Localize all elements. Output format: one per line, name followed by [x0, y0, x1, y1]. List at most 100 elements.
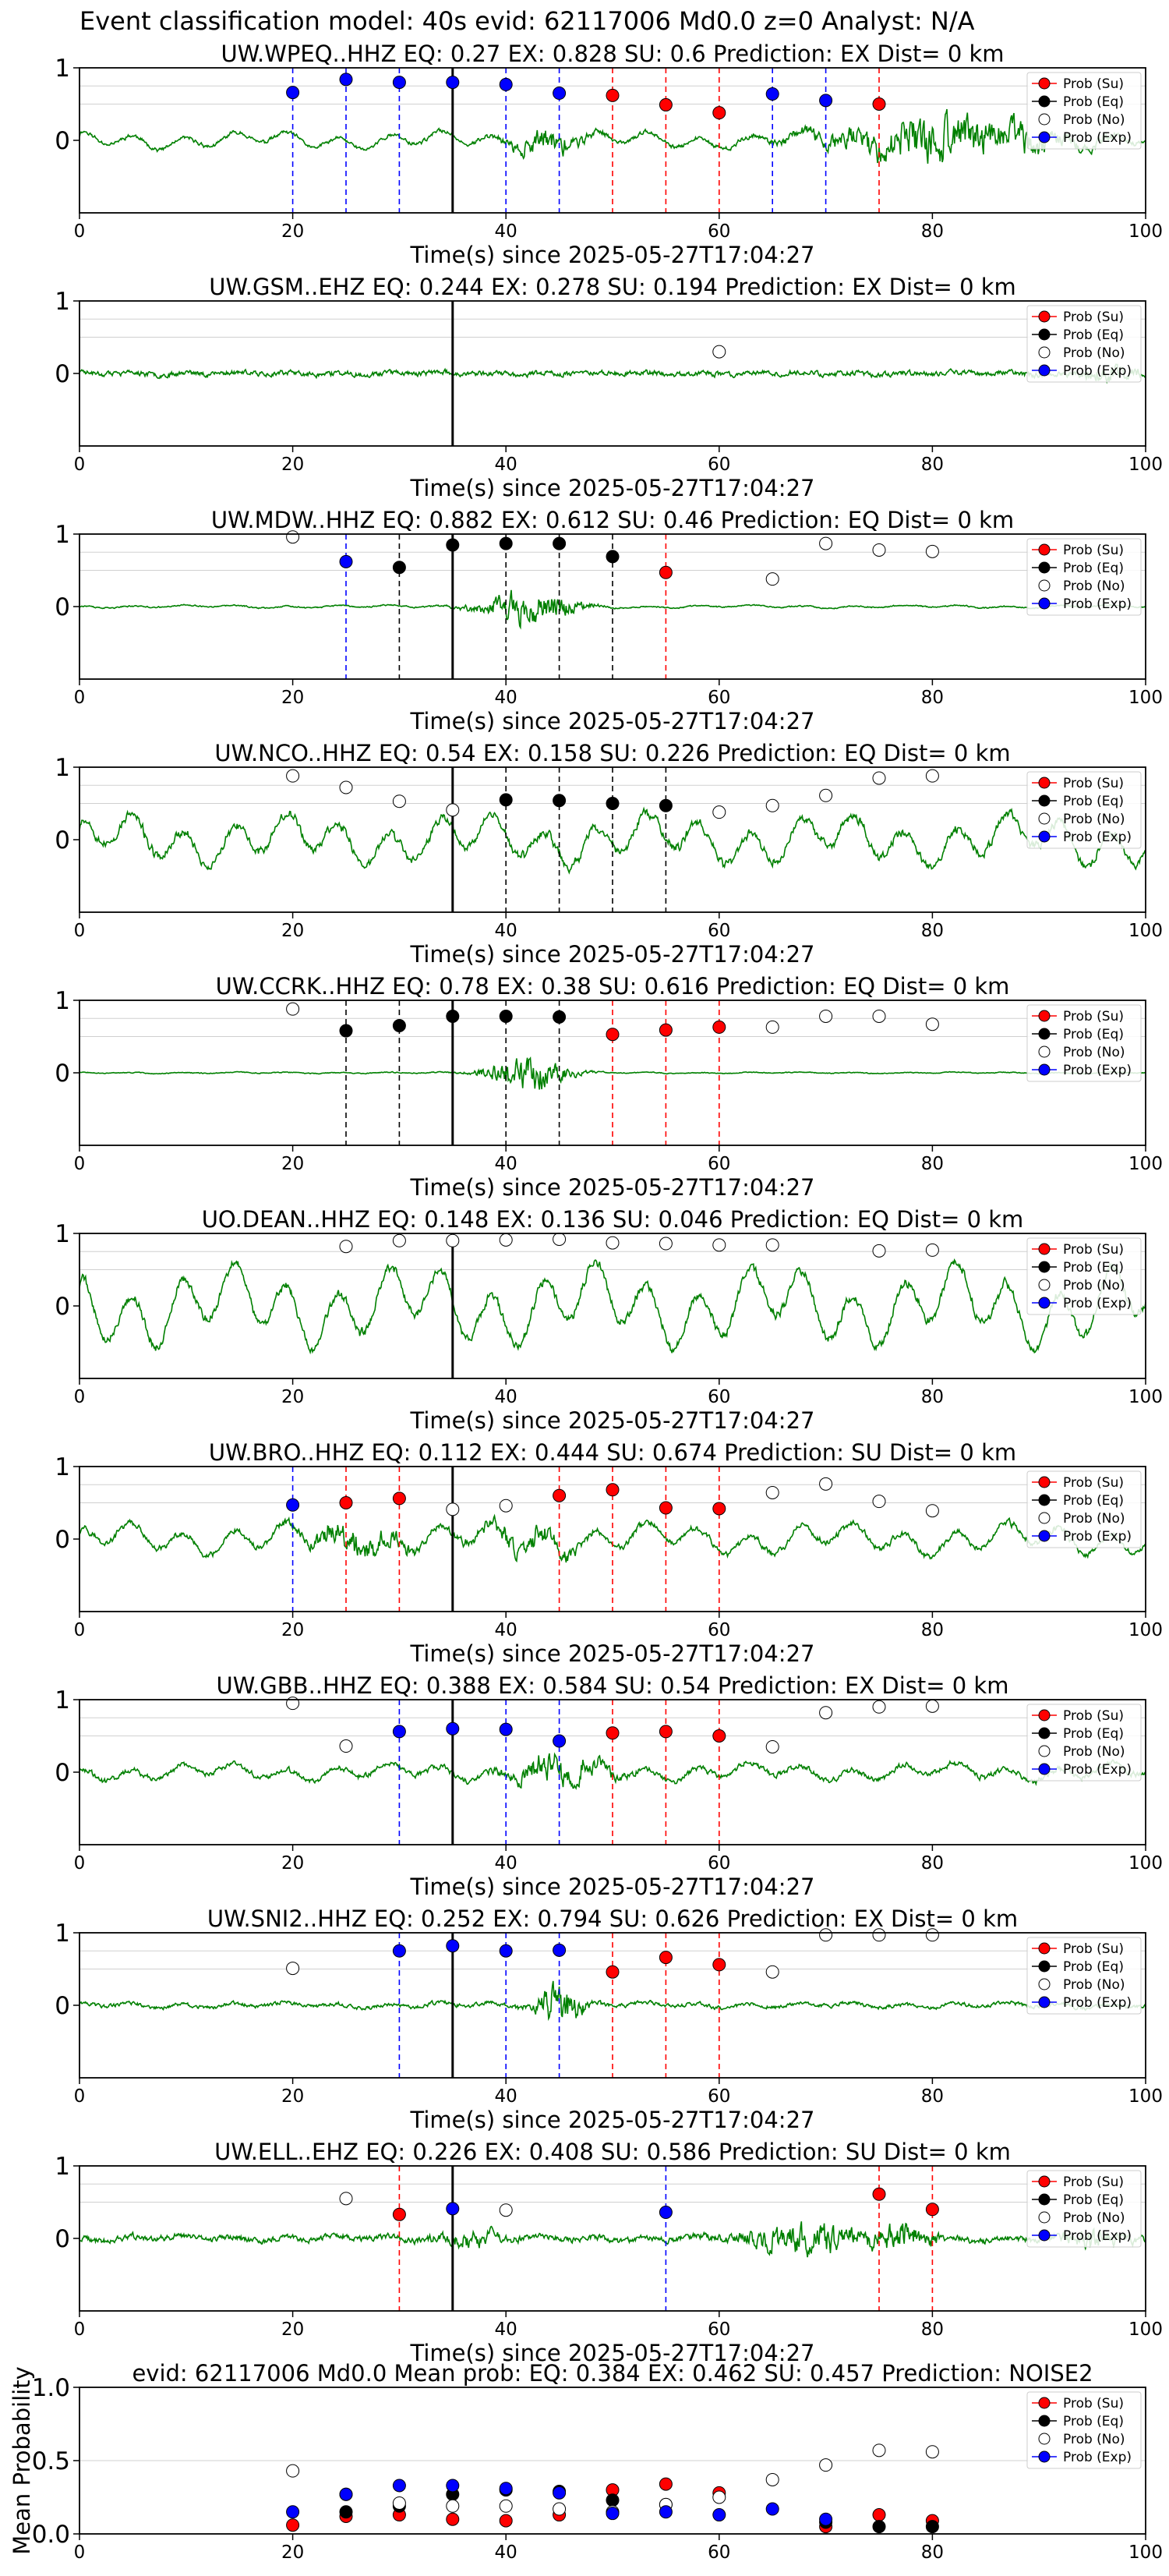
legend-marker-su	[1038, 77, 1051, 90]
prob-marker-no	[872, 1495, 886, 1509]
mean-prob-marker-exp	[286, 2505, 300, 2519]
prob-marker-no	[925, 1504, 939, 1518]
x-axis-label: Time(s) since 2025-05-27T17:04:27	[410, 2340, 815, 2366]
prob-marker-no	[925, 1017, 939, 1031]
x-tick-label: 100	[1128, 2542, 1163, 2563]
x-tick-label: 80	[921, 921, 944, 941]
subplot-title: UW.MDW..HHZ EQ: 0.882 EX: 0.612 SU: 0.46…	[211, 507, 1014, 533]
subplot-title: UW.CCRK..HHZ EQ: 0.78 EX: 0.38 SU: 0.616…	[216, 973, 1010, 1000]
x-tick-label: 100	[1128, 921, 1163, 941]
prob-marker-no	[446, 803, 460, 817]
y-tick-label: 0.0	[32, 2521, 70, 2549]
prob-marker-no	[499, 1233, 513, 1247]
y-axis-label: Mean Probability	[9, 2366, 35, 2555]
prob-marker-su	[392, 2207, 406, 2221]
prob-marker-no	[819, 1928, 833, 1942]
waveform-trace	[79, 1258, 1146, 1355]
prob-marker-exp	[446, 76, 460, 90]
prob-marker-exp	[286, 86, 300, 100]
legend-label: Prob (Eq)	[1063, 94, 1124, 110]
y-tick-label: 1	[55, 55, 70, 83]
legend-marker-exp	[1038, 830, 1051, 843]
mean-prob-marker-exp	[553, 2486, 567, 2500]
mean-prob-marker-exp	[499, 2482, 513, 2496]
prob-marker-exp	[446, 1721, 460, 1736]
legend-marker-no	[1038, 812, 1051, 825]
prob-marker-su	[925, 2203, 939, 2217]
subplot-title: UW.WPEQ..HHZ EQ: 0.27 EX: 0.828 SU: 0.6 …	[221, 41, 1004, 67]
prob-marker-no	[925, 1699, 939, 1713]
prob-marker-no	[925, 1243, 939, 1257]
waveform-trace	[79, 1056, 1146, 1090]
y-tick-label: 1	[55, 2153, 70, 2181]
prob-marker-no	[606, 1236, 620, 1250]
prob-marker-no	[392, 794, 406, 809]
prob-marker-exp	[446, 2202, 460, 2216]
mean-prob-marker-su	[446, 2512, 460, 2526]
x-tick-label: 60	[708, 1620, 730, 1640]
legend-box	[1026, 1704, 1142, 1782]
legend-box	[1026, 2170, 1142, 2248]
mean-prob-marker-no	[446, 2499, 460, 2513]
prob-marker-exp	[392, 1725, 406, 1739]
legend-label: Prob (Su)	[1063, 2174, 1124, 2190]
x-tick-label: 40	[495, 1387, 517, 1407]
prob-marker-no	[446, 1502, 460, 1516]
subplot-title: UW.GSM..EHZ EQ: 0.244 EX: 0.278 SU: 0.19…	[209, 274, 1016, 300]
x-axis-label: Time(s) since 2025-05-27T17:04:27	[410, 2107, 815, 2133]
legend-label: Prob (Su)	[1063, 1242, 1124, 1258]
y-tick-label: 1	[55, 754, 70, 782]
subplot-title: UW.SNI2..HHZ EQ: 0.252 EX: 0.794 SU: 0.6…	[207, 1905, 1018, 1932]
prob-marker-eq	[499, 793, 513, 807]
prob-marker-eq	[339, 1024, 353, 1038]
legend-label: Prob (Su)	[1063, 1475, 1124, 1491]
prob-marker-su	[712, 1502, 726, 1516]
legend-marker-no	[1038, 2433, 1051, 2445]
mean-prob-marker-exp	[712, 2508, 726, 2522]
x-tick-label: 60	[708, 1853, 730, 1874]
mean-prob-marker-no	[286, 2464, 300, 2478]
subplot-title: evid: 62117006 Md0.0 Mean prob: EQ: 0.38…	[132, 2360, 1093, 2387]
prob-marker-no	[712, 345, 726, 359]
prob-marker-no	[765, 572, 779, 586]
waveform-trace	[79, 2221, 1146, 2258]
x-tick-label: 20	[281, 1154, 304, 1174]
x-axis-label: Time(s) since 2025-05-27T17:04:27	[410, 708, 815, 734]
legend-marker-eq	[1038, 1494, 1051, 1506]
subplot-title: UO.DEAN..HHZ EQ: 0.148 EX: 0.136 SU: 0.0…	[202, 1206, 1024, 1233]
prob-marker-exp	[339, 554, 353, 568]
prob-marker-eq	[499, 536, 513, 550]
legend-label: Prob (Eq)	[1063, 794, 1124, 809]
legend-marker-su	[1038, 310, 1051, 323]
prob-marker-su	[659, 565, 673, 579]
prob-marker-exp	[553, 1734, 567, 1748]
prob-marker-no	[819, 536, 833, 550]
subplot-10	[73, 2387, 1146, 2540]
y-tick-label: 0	[55, 1992, 70, 2020]
x-tick-label: 100	[1128, 1387, 1163, 1407]
x-tick-label: 0	[74, 1387, 86, 1407]
x-tick-label: 80	[921, 1154, 944, 1174]
x-axis-label: Time(s) since 2025-05-27T17:04:27	[410, 1874, 815, 1900]
legend-label: Prob (No)	[1063, 345, 1125, 361]
x-tick-label: 20	[281, 2086, 304, 2107]
legend-label: Prob (No)	[1063, 812, 1125, 827]
legend-marker-eq	[1038, 2193, 1051, 2206]
legend-label: Prob (Exp)	[1063, 1995, 1132, 2011]
x-tick-label: 80	[921, 455, 944, 475]
legend-label: Prob (Exp)	[1063, 363, 1132, 379]
prob-marker-no	[499, 1499, 513, 1513]
x-tick-label: 20	[281, 688, 304, 708]
legend-marker-exp	[1038, 2450, 1051, 2463]
prob-marker-no	[872, 771, 886, 785]
x-tick-label: 60	[708, 221, 730, 242]
x-axis-label: Time(s) since 2025-05-27T17:04:27	[410, 941, 815, 968]
prob-marker-su	[659, 1501, 673, 1515]
y-tick-label: 0	[55, 1759, 70, 1787]
x-tick-label: 0	[74, 2086, 86, 2107]
legend-box	[1026, 72, 1142, 150]
prob-marker-eq	[553, 794, 567, 808]
x-axis-label: Time(s) since 2025-05-27T17:04:27	[410, 1407, 815, 1434]
